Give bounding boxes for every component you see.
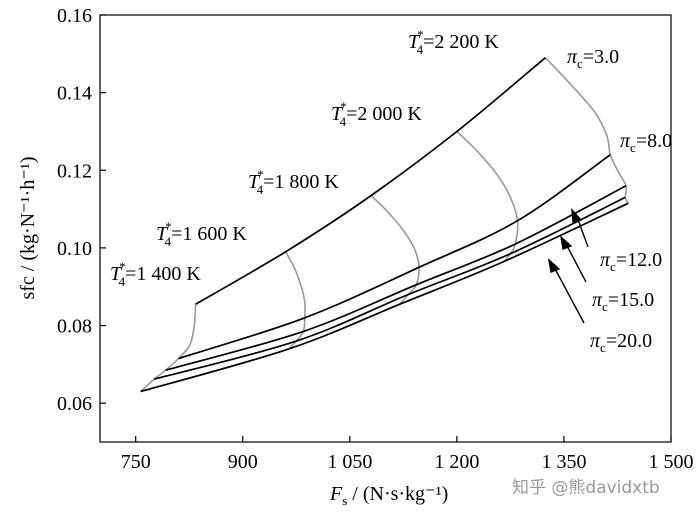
x-tick-label: 1 350 [541, 451, 586, 473]
pressure-ratio-line-2 [165, 185, 627, 372]
x-axis-title: Fs / (N·s·kg⁻¹) [329, 483, 448, 508]
x-axis: 750 900 1 050 1 200 1 350 1 500 [121, 436, 694, 473]
y-tick-label: 0.08 [57, 316, 92, 338]
pressure-ratio-line-1 [178, 154, 611, 360]
pressure-ratio-line-4 [140, 202, 629, 393]
y-tick-label: 0.12 [57, 160, 92, 182]
pressure-ratio-line-3 [153, 196, 626, 380]
temp-label-1600: T* 4=1 600 K [156, 219, 247, 249]
y-tick-label: 0.06 [57, 393, 92, 415]
y-axis-title: sfc / (kg·N⁻¹·h⁻¹) [17, 156, 39, 299]
pi-label-15: πc=15.0 [592, 289, 654, 314]
arrow-pi-15 [564, 241, 587, 283]
annotation-arrows [547, 207, 589, 324]
temperature-line-3 [456, 130, 519, 263]
y-axis: 0.06 0.08 0.10 0.12 0.14 0.16 [57, 5, 106, 415]
temp-label-1800: T* 4=1 800 K [248, 167, 339, 197]
pressure-ratio-lines [140, 57, 629, 393]
pressure-ratio-line-0 [195, 57, 546, 305]
watermark-text: 知乎 @熊davidxtb [512, 478, 660, 498]
x-tick-label: 900 [228, 451, 258, 473]
arrow-head-pi-12 [571, 207, 583, 223]
pi-label-8: πc=8.0 [620, 130, 672, 155]
pi-label-3: πc=3.0 [567, 46, 619, 71]
pi-label-20: πc=20.0 [590, 330, 652, 355]
temp-label-2000: T* 4=2 000 K [331, 99, 422, 129]
x-tick-label: 750 [121, 451, 151, 473]
x-tick-label: 1 050 [327, 451, 372, 473]
x-tick-label: 1 500 [649, 451, 694, 473]
arrow-pi-20 [552, 264, 585, 324]
arrow-head-pi-20 [547, 258, 561, 273]
y-tick-label: 0.16 [57, 5, 92, 27]
pi-label-12: πc=12.0 [600, 249, 662, 274]
temp-label-2200: T* 4=2 200 K [408, 27, 499, 57]
temp-label-1400: T* 4=1 400 K [110, 259, 201, 289]
y-tick-label: 0.14 [57, 83, 92, 105]
plot-frame [99, 14, 672, 443]
y-tick-label: 0.10 [57, 238, 92, 260]
arrow-head-pi-15 [559, 235, 573, 250]
x-tick-label: 1 200 [434, 451, 479, 473]
temperature-line-4 [544, 57, 629, 204]
temperature-line-2 [370, 194, 420, 305]
